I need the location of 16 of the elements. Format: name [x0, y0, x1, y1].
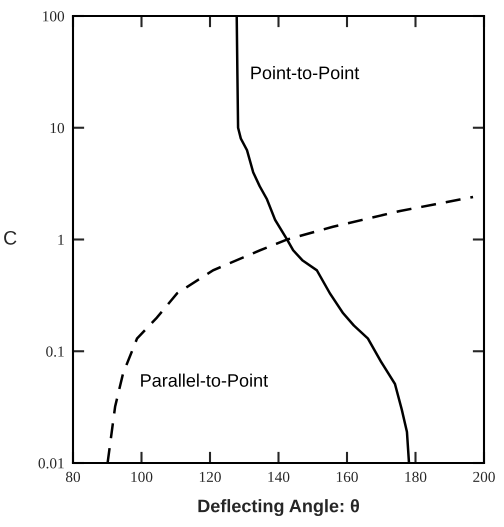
- x-tick-label: 200: [473, 472, 495, 482]
- y-tick-label: 10: [50, 122, 64, 134]
- x-tick-label: 80: [66, 472, 80, 482]
- x-tick-label: 140: [268, 472, 290, 482]
- y-tick-label: 0.1: [46, 346, 64, 357]
- y-tick-label: 0.01: [38, 458, 64, 469]
- y-tick-label: 1: [58, 234, 64, 245]
- x-tick-label: 160: [336, 472, 358, 482]
- x-tick-label: 100: [131, 472, 152, 482]
- x-tick-label: 180: [405, 472, 426, 482]
- x-tick-label: 120: [200, 472, 221, 482]
- series-label: Parallel-to-Point: [141, 374, 268, 387]
- y-tick-label: 100: [43, 11, 64, 22]
- x-axis-title: Deflecting Angle: θ: [198, 499, 359, 516]
- series-label: Point-to-Point: [251, 66, 360, 80]
- y-axis-title: C: [4, 230, 16, 245]
